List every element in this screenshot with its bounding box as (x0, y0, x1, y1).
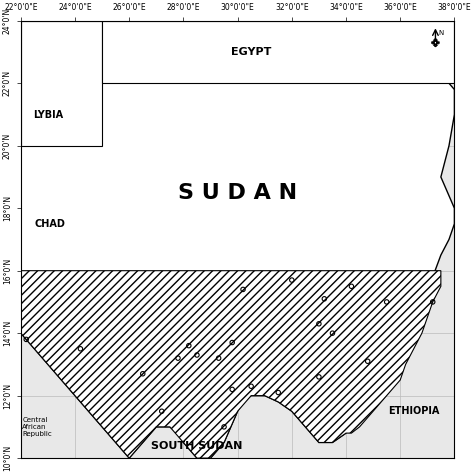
Text: S U D A N: S U D A N (178, 182, 297, 202)
Text: LYBIA: LYBIA (33, 109, 63, 119)
Point (383, 298, 391, 306)
Point (77, 345, 84, 353)
Point (274, 389, 282, 396)
Point (185, 342, 192, 349)
Text: CHAD: CHAD (34, 219, 65, 229)
Point (228, 385, 236, 393)
Point (228, 339, 236, 346)
Point (22, 336, 30, 343)
Point (158, 408, 165, 415)
Polygon shape (21, 271, 441, 458)
Text: SOUTH SUDAN: SOUTH SUDAN (151, 441, 243, 451)
Point (288, 276, 296, 284)
Polygon shape (21, 21, 102, 146)
Text: ETHIOPIA: ETHIOPIA (388, 406, 439, 416)
Text: N: N (439, 30, 444, 36)
Point (347, 283, 355, 290)
Point (220, 423, 228, 431)
Point (429, 298, 437, 306)
Point (174, 355, 182, 362)
Point (193, 351, 201, 359)
Text: Central
African
Republic: Central African Republic (22, 418, 52, 438)
Point (215, 355, 222, 362)
Text: EGYPT: EGYPT (231, 47, 271, 57)
Point (328, 329, 336, 337)
Polygon shape (102, 21, 455, 83)
Point (239, 286, 247, 293)
Polygon shape (21, 83, 455, 458)
Point (364, 357, 372, 365)
Point (315, 320, 323, 328)
Point (139, 370, 146, 378)
Point (320, 295, 328, 302)
Point (315, 373, 323, 381)
Point (247, 383, 255, 390)
